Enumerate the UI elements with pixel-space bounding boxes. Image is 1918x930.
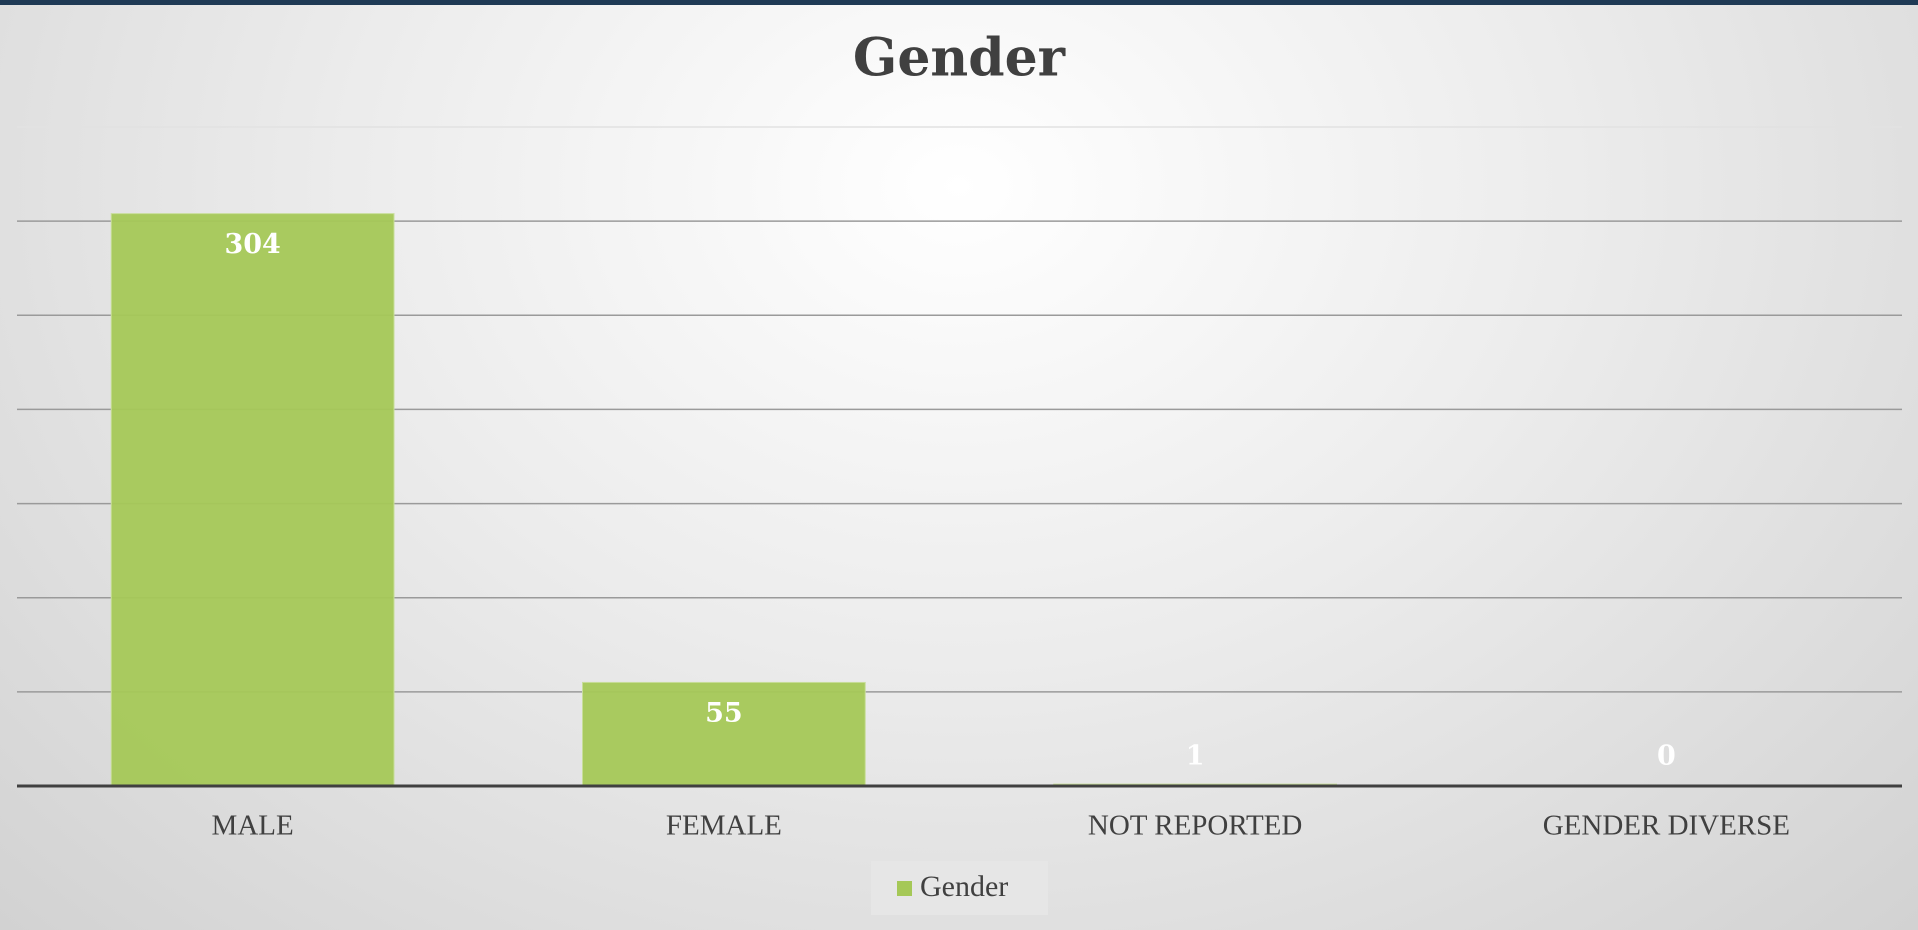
top-strip [0,0,1918,5]
data-label: 1 [1186,741,1205,772]
legend-label: Gender [920,870,1008,903]
x-tick-label: GENDER DIVERSE [1543,810,1790,842]
bar [582,681,866,787]
x-tick-label: MALE [212,810,294,842]
data-label: 0 [1657,741,1676,772]
chart-title: Gender [853,28,1066,89]
x-tick-label: NOT REPORTED [1088,810,1302,842]
data-label: 304 [224,229,280,260]
data-label: 55 [705,698,743,729]
bar [110,213,395,787]
legend-swatch [897,881,912,896]
x-tick-label: FEMALE [666,810,782,842]
